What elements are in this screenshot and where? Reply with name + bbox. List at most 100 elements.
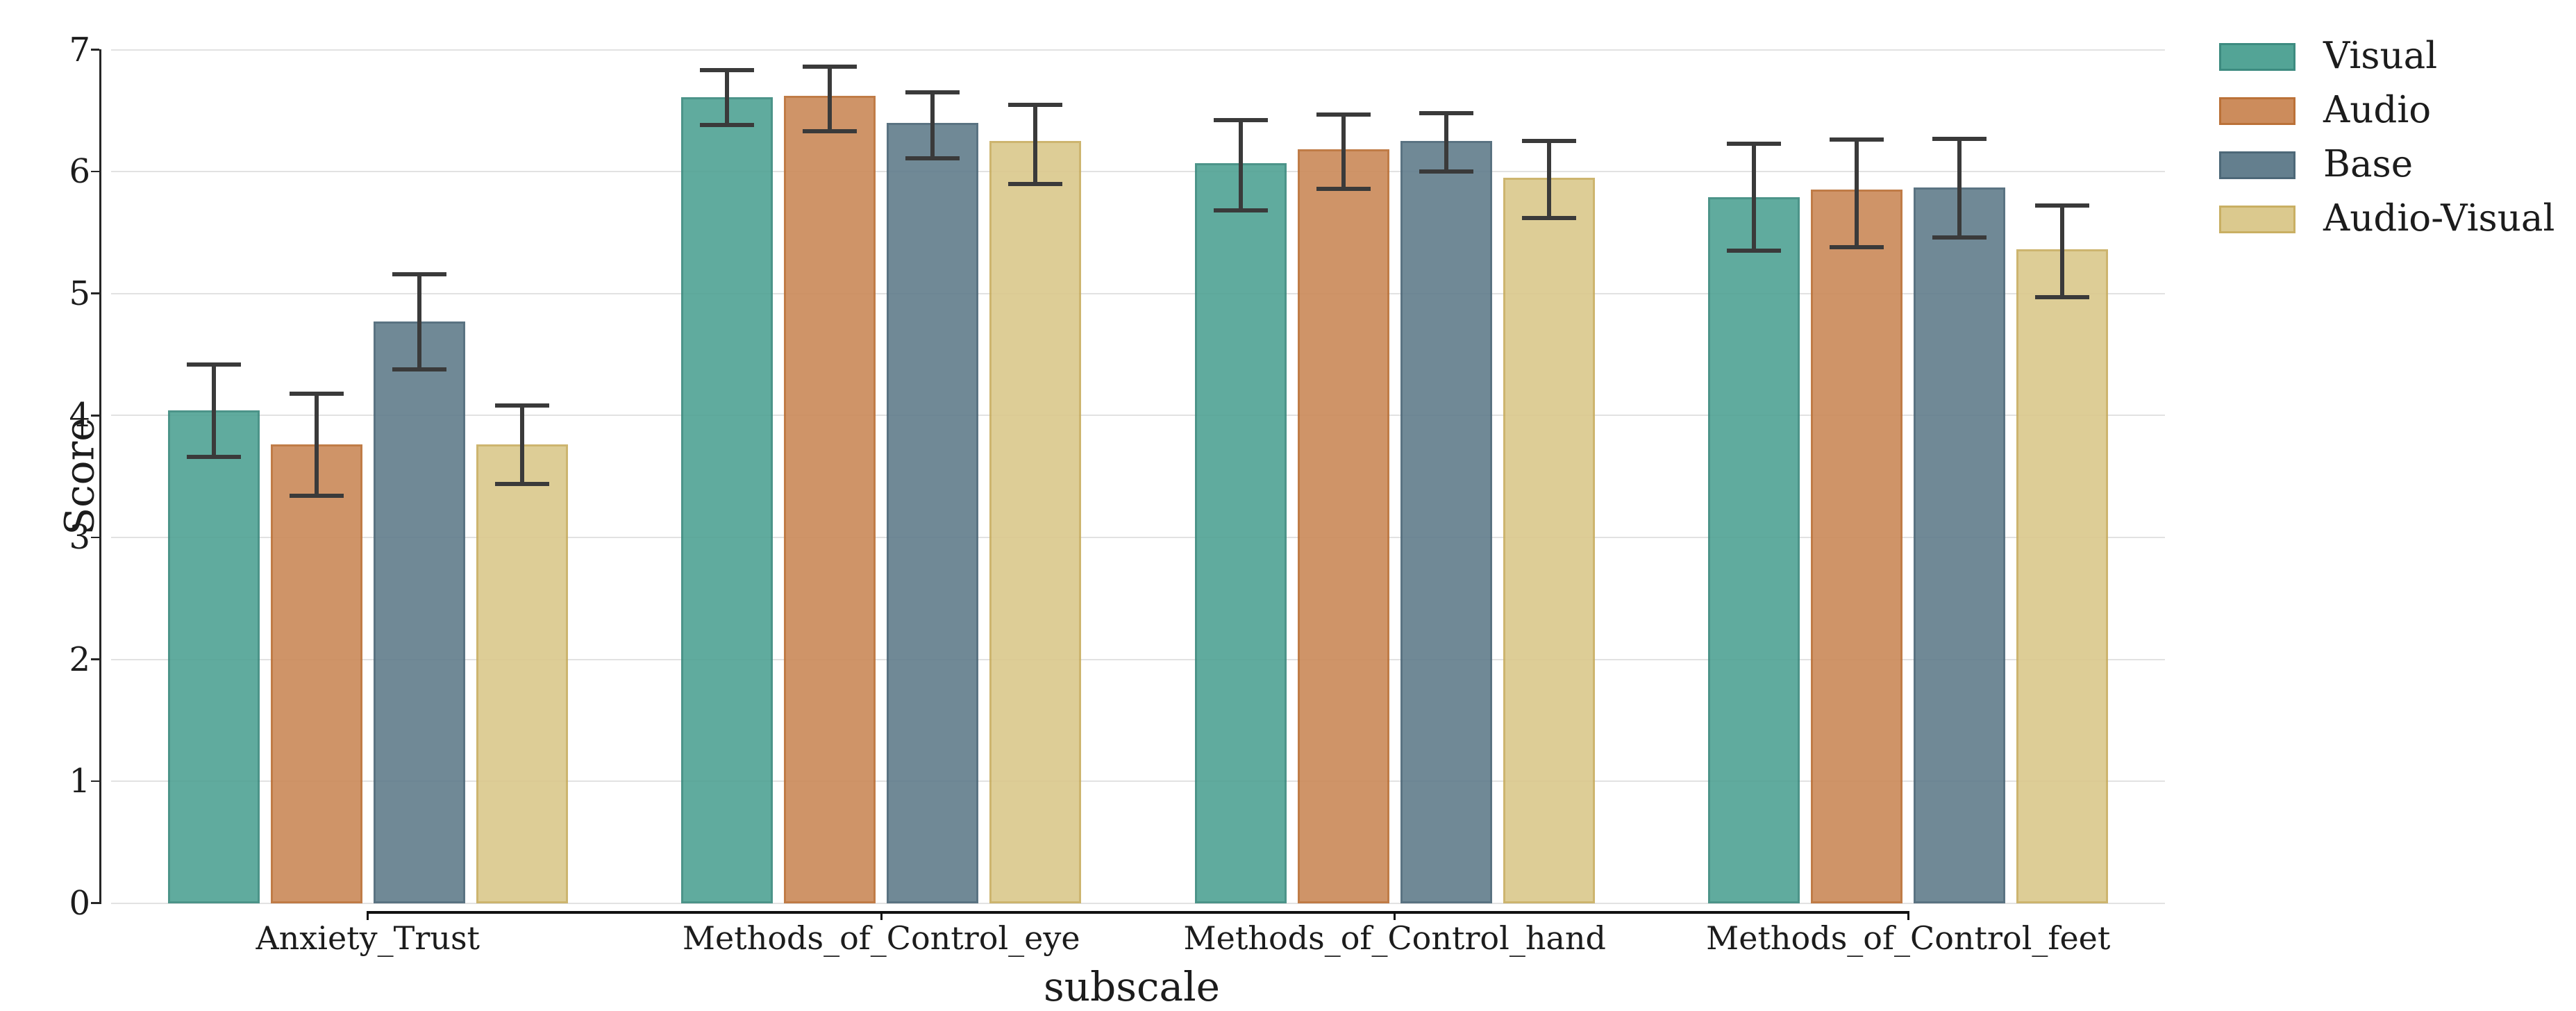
y-tick-label-7: 7 — [69, 30, 90, 69]
error-bar-Base-Anxiety_Trust — [417, 274, 421, 369]
x-tick-3 — [1907, 911, 1909, 920]
error-cap-low-Audio-Visual-Anxiety_Trust — [494, 481, 549, 486]
error-cap-low-Audio-Anxiety_Trust — [289, 494, 344, 499]
error-cap-high-Audio-Visual-Methods_of_Control_hand — [1521, 139, 1576, 144]
error-cap-high-Audio-Visual-Methods_of_Control_eye — [1008, 102, 1063, 107]
y-axis-spine — [99, 49, 101, 904]
legend-label-Audio: Audio — [2323, 89, 2432, 131]
error-cap-low-Audio-Visual-Methods_of_Control_feet — [2035, 294, 2090, 299]
error-cap-high-Audio-Visual-Anxiety_Trust — [494, 403, 549, 408]
x-tick-0 — [367, 911, 369, 920]
bar-Visual-Methods_of_Control_feet — [1708, 197, 1800, 903]
error-bar-Visual-Anxiety_Trust — [211, 364, 216, 457]
legend-swatch-Audio — [2219, 97, 2295, 125]
bar-Audio-Visual-Methods_of_Control_eye — [989, 141, 1082, 903]
x-tick-label-1: Methods_of_Control_eye — [682, 919, 1080, 957]
y-tick-label-0: 0 — [69, 883, 90, 923]
y-tick-label-4: 4 — [69, 396, 90, 435]
error-bar-Audio-Visual-Methods_of_Control_feet — [2060, 206, 2065, 297]
bar-Visual-Methods_of_Control_hand — [1194, 162, 1287, 903]
y-tick-label-6: 6 — [69, 152, 90, 192]
bar-Base-Methods_of_Control_feet — [1914, 187, 2006, 903]
y-tick-label-2: 2 — [69, 640, 90, 679]
error-bar-Audio-Methods_of_Control_hand — [1341, 114, 1346, 189]
error-bar-Audio-Visual-Anxiety_Trust — [519, 406, 524, 484]
legend-swatch-Base — [2219, 151, 2295, 179]
error-bar-Audio-Visual-Methods_of_Control_hand — [1546, 141, 1551, 218]
x-tick-label-0: Anxiety_Trust — [256, 919, 480, 957]
y-tick-0 — [91, 902, 99, 904]
error-bar-Base-Methods_of_Control_feet — [1957, 138, 1962, 237]
y-tick-label-1: 1 — [69, 762, 90, 801]
x-tick-label-2: Methods_of_Control_hand — [1183, 919, 1606, 957]
error-cap-high-Visual-Methods_of_Control_eye — [700, 68, 755, 73]
bar-Audio-Visual-Methods_of_Control_hand — [1503, 177, 1595, 903]
y-tick-7 — [91, 49, 99, 51]
gridline-y3 — [111, 536, 2165, 538]
x-tick-1 — [880, 911, 883, 920]
error-cap-high-Base-Anxiety_Trust — [392, 271, 446, 276]
error-cap-low-Visual-Methods_of_Control_eye — [700, 123, 755, 128]
error-cap-high-Visual-Anxiety_Trust — [186, 362, 241, 367]
y-tick-label-3: 3 — [69, 517, 90, 557]
x-axis-title: subscale — [1044, 963, 1220, 1010]
bar-Audio-Methods_of_Control_eye — [784, 96, 876, 903]
error-bar-Visual-Methods_of_Control_eye — [725, 70, 730, 126]
error-bar-Audio-Methods_of_Control_feet — [1855, 140, 1859, 247]
gridline-y6 — [111, 171, 2165, 173]
error-cap-low-Audio-Methods_of_Control_hand — [1316, 186, 1371, 191]
error-cap-high-Audio-Anxiety_Trust — [289, 391, 344, 396]
y-tick-1 — [91, 780, 99, 783]
error-cap-high-Base-Methods_of_Control_eye — [905, 90, 960, 94]
y-tick-4 — [91, 415, 99, 417]
gridline-y0 — [111, 902, 2165, 904]
error-cap-low-Audio-Visual-Methods_of_Control_hand — [1521, 215, 1576, 220]
gridline-y2 — [111, 658, 2165, 660]
bar-Audio-Methods_of_Control_hand — [1297, 149, 1389, 903]
error-cap-low-Visual-Methods_of_Control_feet — [1727, 249, 1782, 253]
error-cap-low-Audio-Visual-Methods_of_Control_eye — [1008, 181, 1063, 186]
legend-swatch-Audio-Visual — [2219, 206, 2295, 233]
y-tick-3 — [91, 536, 99, 539]
error-cap-low-Visual-Methods_of_Control_hand — [1213, 208, 1268, 213]
error-cap-low-Base-Methods_of_Control_eye — [905, 156, 960, 160]
y-tick-5 — [91, 292, 99, 294]
error-cap-low-Audio-Methods_of_Control_feet — [1830, 244, 1884, 249]
y-tick-label-5: 5 — [69, 274, 90, 313]
bar-Audio-Anxiety_Trust — [270, 444, 362, 903]
error-bar-Audio-Visual-Methods_of_Control_eye — [1033, 104, 1038, 184]
legend-label-Visual: Visual — [2323, 35, 2438, 77]
error-cap-high-Audio-Methods_of_Control_hand — [1316, 112, 1371, 117]
x-tick-2 — [1394, 911, 1396, 920]
error-cap-low-Base-Methods_of_Control_hand — [1419, 169, 1473, 174]
error-cap-high-Audio-Methods_of_Control_eye — [803, 65, 858, 69]
error-cap-high-Visual-Methods_of_Control_hand — [1213, 118, 1268, 123]
error-cap-high-Visual-Methods_of_Control_feet — [1727, 141, 1782, 146]
error-bar-Audio-Methods_of_Control_eye — [828, 67, 833, 132]
gridline-y1 — [111, 780, 2165, 783]
bar-Audio-Visual-Methods_of_Control_feet — [2016, 249, 2109, 903]
legend-label-Base: Base — [2323, 143, 2414, 185]
error-bar-Base-Methods_of_Control_hand — [1444, 112, 1448, 172]
x-axis-spine — [367, 911, 1909, 914]
x-tick-label-3: Methods_of_Control_feet — [1706, 919, 2111, 957]
y-tick-2 — [91, 658, 99, 660]
gridline-y7 — [111, 49, 2165, 51]
error-cap-low-Visual-Anxiety_Trust — [186, 455, 241, 459]
bar-Visual-Methods_of_Control_eye — [681, 97, 773, 903]
error-bar-Visual-Methods_of_Control_hand — [1238, 120, 1243, 211]
error-cap-high-Base-Methods_of_Control_feet — [1932, 136, 1987, 141]
error-cap-high-Base-Methods_of_Control_hand — [1419, 110, 1473, 115]
error-cap-low-Base-Methods_of_Control_feet — [1932, 235, 1987, 240]
legend-swatch-Visual — [2219, 43, 2295, 71]
error-bar-Base-Methods_of_Control_eye — [930, 92, 935, 158]
bar-Audio-Visual-Anxiety_Trust — [476, 444, 568, 903]
bar-Base-Anxiety_Trust — [373, 321, 465, 903]
bar-Base-Methods_of_Control_eye — [887, 122, 979, 903]
bar-Audio-Methods_of_Control_feet — [1811, 190, 1903, 903]
bar-Base-Methods_of_Control_hand — [1400, 141, 1492, 903]
gridline-y5 — [111, 292, 2165, 294]
bar-Visual-Anxiety_Trust — [167, 410, 260, 903]
error-cap-low-Audio-Methods_of_Control_eye — [803, 129, 858, 134]
